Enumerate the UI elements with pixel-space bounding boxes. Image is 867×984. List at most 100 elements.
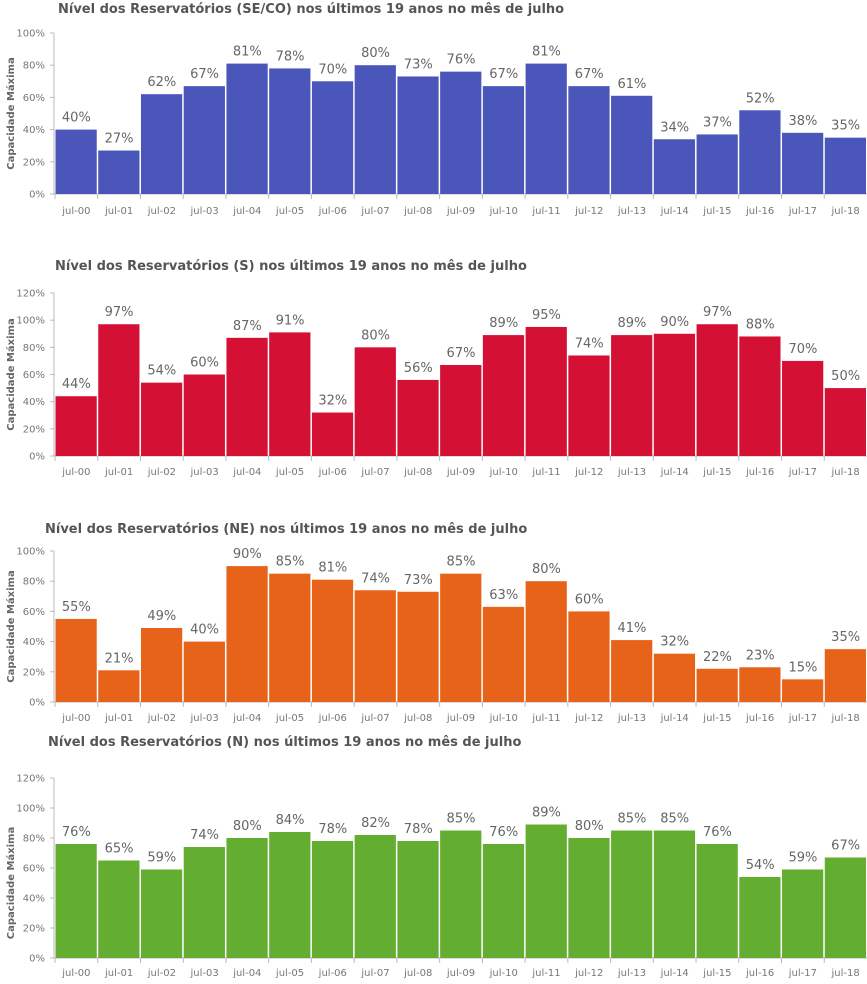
data-label: 91% xyxy=(276,313,305,328)
y-tick-label: 120% xyxy=(16,289,45,300)
data-label: 41% xyxy=(617,621,646,636)
bar-jul-00 xyxy=(55,844,97,958)
bar-jul-13 xyxy=(611,640,653,702)
y-tick-label: 120% xyxy=(16,774,45,785)
y-tick-label: 20% xyxy=(23,157,45,168)
bar-jul-13 xyxy=(611,335,653,456)
bar-jul-04 xyxy=(226,337,268,456)
x-tick-label: jul-14 xyxy=(660,206,689,217)
data-label: 85% xyxy=(447,555,476,570)
x-tick-label: jul-06 xyxy=(318,713,347,724)
data-label: 21% xyxy=(105,651,134,666)
chart-title: Nível dos Reservatórios (S) nos últimos … xyxy=(55,259,527,274)
data-label: 34% xyxy=(660,120,689,135)
data-label: 80% xyxy=(532,562,561,577)
data-label: 49% xyxy=(147,609,176,624)
x-tick-label: jul-05 xyxy=(275,713,304,724)
bar-jul-07 xyxy=(354,65,396,194)
bar-jul-17 xyxy=(782,360,824,456)
chart-0: Nível dos Reservatórios (SE/CO) nos últi… xyxy=(5,2,867,217)
data-label: 81% xyxy=(233,45,262,60)
data-label: 27% xyxy=(105,132,134,147)
bar-jul-06 xyxy=(311,81,354,194)
bar-jul-09 xyxy=(440,364,482,456)
data-label: 63% xyxy=(489,588,518,603)
y-tick-label: 60% xyxy=(23,370,45,381)
chart-title: Nível dos Reservatórios (NE) nos últimos… xyxy=(45,522,527,537)
bar-jul-03 xyxy=(183,847,225,958)
data-label: 40% xyxy=(62,111,91,126)
bar-jul-11 xyxy=(525,581,567,702)
bar-jul-17 xyxy=(782,679,824,702)
x-tick-label: jul-02 xyxy=(147,467,176,478)
data-label: 67% xyxy=(575,67,604,82)
x-tick-label: jul-16 xyxy=(745,968,774,979)
x-tick-label: jul-12 xyxy=(574,206,603,217)
data-label: 55% xyxy=(62,600,91,615)
bar-jul-15 xyxy=(696,324,738,456)
data-label: 35% xyxy=(831,630,860,645)
y-tick-label: 80% xyxy=(23,343,45,354)
bar-jul-08 xyxy=(397,76,439,194)
bar-jul-02 xyxy=(140,628,183,702)
data-label: 52% xyxy=(746,91,775,106)
y-axis-label: Capacidade Máxima xyxy=(5,57,17,169)
bar-jul-11 xyxy=(525,326,567,456)
x-tick-label: jul-18 xyxy=(831,467,860,478)
data-label: 97% xyxy=(105,305,134,320)
data-label: 23% xyxy=(746,648,775,663)
data-label: 74% xyxy=(190,828,219,843)
bar-jul-03 xyxy=(183,86,225,194)
data-label: 81% xyxy=(532,45,561,60)
data-label: 73% xyxy=(404,57,433,72)
bar-jul-06 xyxy=(311,579,354,702)
x-tick-label: jul-02 xyxy=(147,206,176,217)
data-label: 37% xyxy=(703,115,732,130)
x-tick-label: jul-09 xyxy=(446,206,475,217)
x-tick-label: jul-13 xyxy=(617,713,646,724)
y-tick-label: 60% xyxy=(23,864,45,875)
x-tick-label: jul-16 xyxy=(745,206,774,217)
x-tick-label: jul-14 xyxy=(660,467,689,478)
x-tick-label: jul-05 xyxy=(275,467,304,478)
bar-jul-15 xyxy=(696,844,738,958)
data-label: 90% xyxy=(233,547,262,562)
y-tick-label: 100% xyxy=(16,316,45,327)
y-tick-label: 0% xyxy=(29,698,45,709)
data-label: 65% xyxy=(105,842,134,857)
data-label: 62% xyxy=(147,75,176,90)
bar-jul-16 xyxy=(739,336,781,456)
data-label: 76% xyxy=(447,53,476,68)
data-label: 89% xyxy=(617,316,646,331)
bar-jul-07 xyxy=(354,835,396,958)
data-label: 38% xyxy=(788,114,817,129)
x-tick-label: jul-06 xyxy=(318,206,347,217)
bar-jul-08 xyxy=(397,379,439,456)
data-label: 56% xyxy=(404,361,433,376)
x-tick-label: jul-08 xyxy=(403,206,432,217)
bar-jul-10 xyxy=(482,335,525,456)
bar-jul-05 xyxy=(269,573,311,702)
data-label: 67% xyxy=(447,346,476,361)
bar-jul-00 xyxy=(55,396,97,456)
x-tick-label: jul-03 xyxy=(189,713,218,724)
y-tick-label: 40% xyxy=(23,637,45,648)
x-tick-label: jul-15 xyxy=(702,467,731,478)
bar-jul-11 xyxy=(525,63,567,195)
data-label: 78% xyxy=(404,822,433,837)
data-label: 81% xyxy=(318,561,347,576)
x-tick-label: jul-16 xyxy=(745,713,774,724)
data-label: 32% xyxy=(660,635,689,650)
bar-jul-00 xyxy=(55,129,97,194)
x-tick-label: jul-13 xyxy=(617,467,646,478)
x-tick-label: jul-03 xyxy=(189,467,218,478)
bar-jul-05 xyxy=(269,68,311,194)
data-label: 80% xyxy=(575,819,604,834)
x-tick-label: jul-08 xyxy=(403,467,432,478)
bar-jul-01 xyxy=(98,150,140,194)
data-label: 73% xyxy=(404,573,433,588)
bar-jul-01 xyxy=(98,670,140,702)
bar-jul-14 xyxy=(653,830,696,958)
y-tick-label: 0% xyxy=(29,452,45,463)
data-label: 82% xyxy=(361,816,390,831)
